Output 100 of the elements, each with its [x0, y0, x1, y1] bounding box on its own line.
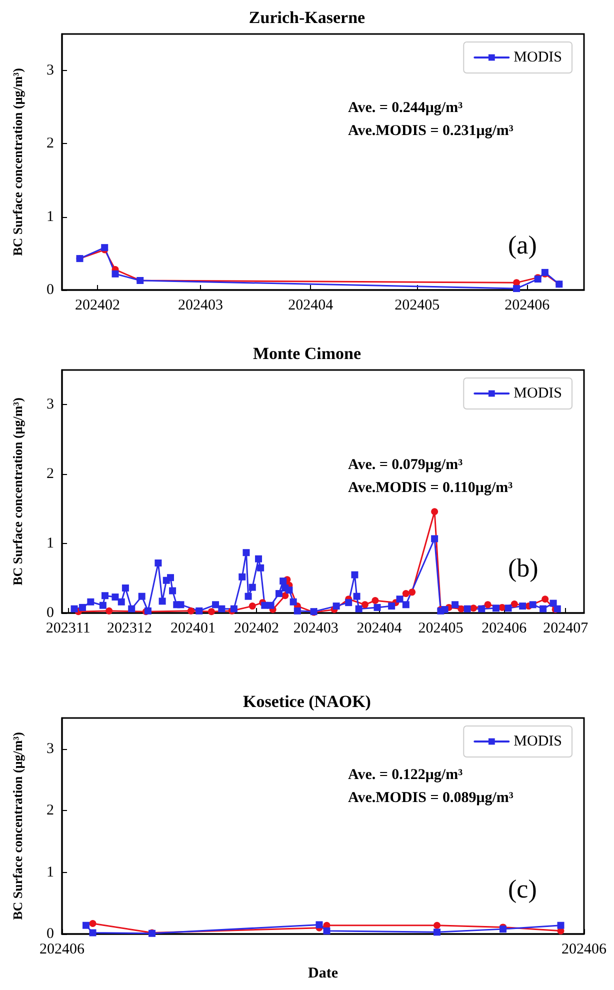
- point: [257, 564, 264, 572]
- point: [138, 592, 146, 600]
- annotation: Ave.MODIS = 0.089μg/m³: [348, 790, 514, 806]
- annotation: Ave. = 0.122μg/m³: [348, 767, 464, 784]
- point: [128, 605, 136, 612]
- point: [510, 600, 518, 608]
- point: [361, 601, 368, 608]
- point: [529, 601, 536, 608]
- point: [290, 598, 297, 606]
- point: [106, 607, 113, 614]
- x-tick-label: 202311: [46, 620, 90, 636]
- chart-title: Zurich-Kaserne: [248, 8, 366, 27]
- y-axis-title: BC Surface concentration (μg/m³): [10, 732, 25, 920]
- point: [323, 927, 330, 934]
- point: [408, 588, 416, 596]
- point: [441, 606, 448, 614]
- point: [492, 604, 500, 612]
- point: [513, 285, 520, 292]
- point: [158, 598, 166, 605]
- y-tick-label: 1: [46, 864, 54, 880]
- point: [355, 605, 362, 612]
- y-axis-title: BC Surface concentration (μg/m³): [10, 68, 25, 256]
- point: [452, 601, 459, 608]
- y-tick-label: 1: [46, 536, 54, 552]
- point: [118, 598, 125, 606]
- annotation: Ave. = 0.079μg/m³: [348, 456, 464, 473]
- y-tick-label: 2: [46, 136, 54, 152]
- point: [431, 508, 438, 516]
- point: [154, 560, 162, 567]
- annotation: Ave. = 0.244μg/m³: [348, 100, 464, 116]
- x-tick-label: 202406: [40, 942, 85, 958]
- point: [112, 270, 119, 278]
- x-tick-label: 202403: [178, 298, 223, 314]
- annotation: (c): [508, 874, 537, 904]
- y-tick-label: 3: [46, 740, 54, 757]
- point: [101, 592, 108, 600]
- point: [177, 601, 184, 608]
- point: [332, 602, 340, 610]
- point: [470, 604, 477, 612]
- point: [187, 607, 194, 614]
- point: [316, 921, 323, 928]
- point: [122, 584, 129, 592]
- x-tick-label: 202406: [482, 620, 528, 636]
- point: [286, 586, 293, 594]
- point: [388, 602, 396, 610]
- y-tick-label: 3: [46, 62, 54, 79]
- point: [484, 601, 492, 608]
- point: [242, 549, 250, 556]
- point: [196, 607, 203, 614]
- x-tick-label: 202405: [418, 620, 464, 636]
- point: [89, 920, 96, 928]
- x-tick-label: 202406: [504, 298, 550, 314]
- point: [212, 601, 220, 608]
- x-axis-title: Date: [308, 966, 338, 982]
- point: [218, 605, 226, 612]
- annotation: Ave.MODIS = 0.110μg/m³: [348, 480, 514, 496]
- point: [353, 592, 360, 600]
- point: [396, 596, 404, 603]
- y-tick-label: 0: [46, 926, 54, 942]
- y-tick-label: 1: [46, 208, 54, 225]
- chart-title: Monte Cimone: [252, 344, 362, 363]
- point: [519, 602, 526, 610]
- y-tick-label: 2: [46, 802, 54, 819]
- x-tick-label: 202407: [543, 620, 589, 636]
- point: [345, 599, 352, 606]
- point: [402, 601, 410, 608]
- annotation: (a): [508, 230, 537, 260]
- point: [78, 604, 86, 611]
- annotation: Ave.MODIS = 0.231μg/m³: [348, 123, 514, 140]
- point: [402, 590, 410, 598]
- point: [248, 602, 256, 610]
- point: [550, 600, 557, 607]
- point: [372, 597, 379, 604]
- legend-label: MODIS: [514, 734, 562, 750]
- point: [434, 922, 440, 929]
- point: [169, 587, 176, 594]
- point: [280, 578, 287, 585]
- x-tick-label: 202402: [234, 620, 279, 636]
- point: [99, 602, 106, 609]
- x-tick-label: 202403: [293, 620, 338, 636]
- point: [89, 929, 96, 936]
- annotation: (b): [508, 554, 538, 582]
- point: [478, 605, 486, 612]
- point: [434, 928, 440, 936]
- point: [267, 602, 274, 609]
- point: [540, 605, 547, 612]
- point: [244, 592, 252, 600]
- x-tick-label: 202404: [288, 298, 334, 314]
- x-tick-label: 202404: [356, 620, 402, 636]
- y-tick-label: 2: [46, 466, 54, 482]
- point: [261, 602, 268, 609]
- y-tick-label: 0: [46, 605, 54, 621]
- point: [275, 590, 282, 598]
- point: [248, 584, 256, 591]
- y-axis-title: BC Surface concentration (μg/m³): [10, 398, 25, 586]
- point: [208, 608, 215, 616]
- point: [504, 604, 512, 612]
- point: [70, 605, 78, 612]
- point: [557, 922, 564, 929]
- point: [351, 571, 358, 578]
